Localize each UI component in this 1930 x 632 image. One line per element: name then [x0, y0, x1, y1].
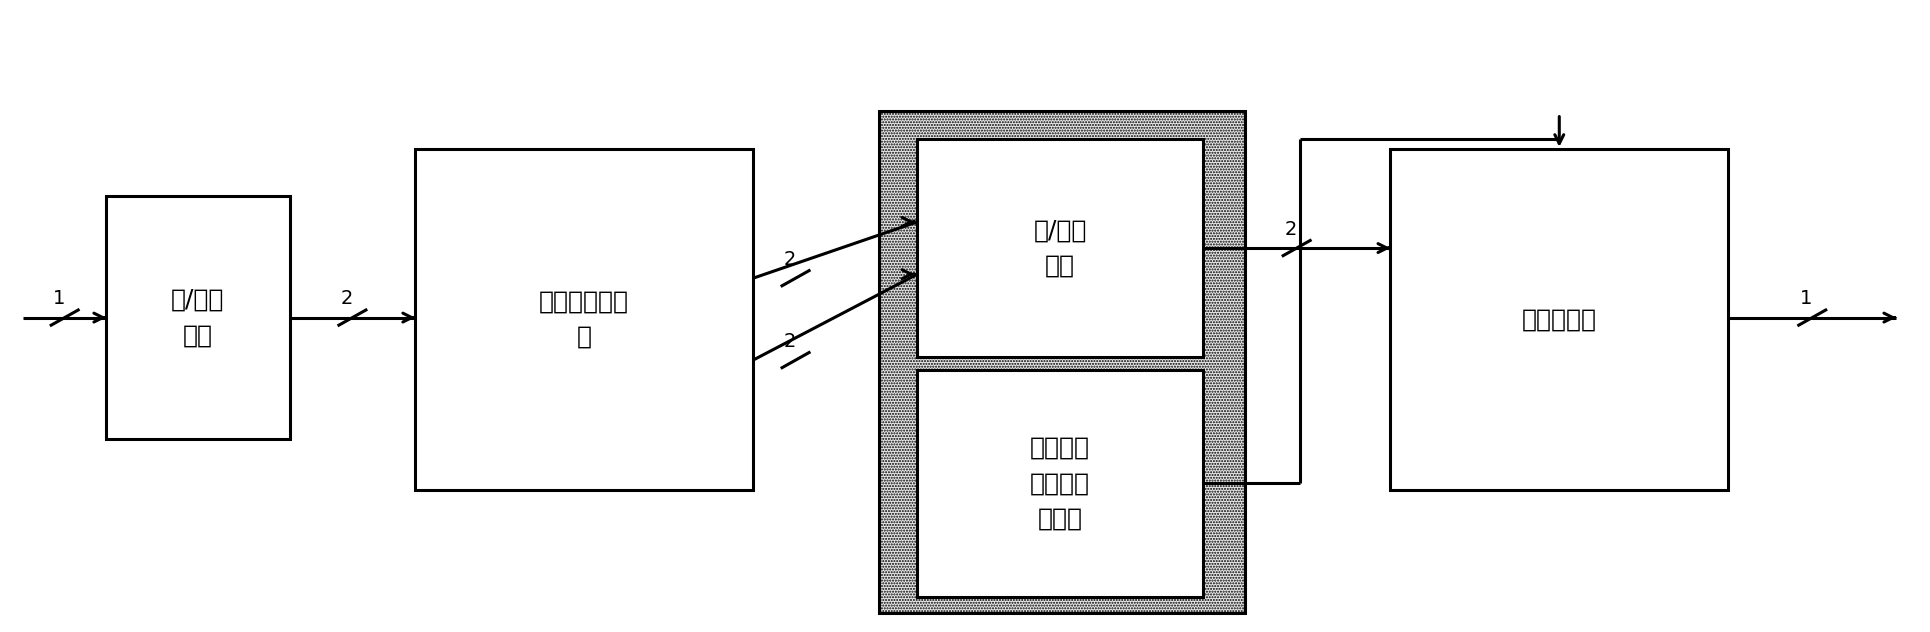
Bar	[917, 370, 1202, 597]
Text: 并行交织器: 并行交织器	[1521, 307, 1596, 331]
Bar	[917, 139, 1202, 357]
Text: 1: 1	[1799, 289, 1812, 308]
Bar	[415, 149, 753, 490]
Bar	[878, 111, 1245, 613]
Text: 并/串变
换器: 并/串变 换器	[1033, 219, 1087, 277]
Text: 1: 1	[52, 289, 66, 308]
Text: 2: 2	[340, 289, 353, 308]
Text: 2: 2	[1283, 219, 1297, 239]
Text: 并行卷积编码
器: 并行卷积编码 器	[538, 289, 629, 349]
Text: 2: 2	[784, 332, 795, 351]
Text: 2: 2	[784, 250, 795, 269]
Text: 串/并变
换器: 串/并变 换器	[172, 288, 224, 347]
Bar	[1390, 149, 1727, 490]
Text: 数据有效
指示信号
发生器: 数据有效 指示信号 发生器	[1029, 436, 1090, 531]
Bar	[106, 196, 290, 439]
